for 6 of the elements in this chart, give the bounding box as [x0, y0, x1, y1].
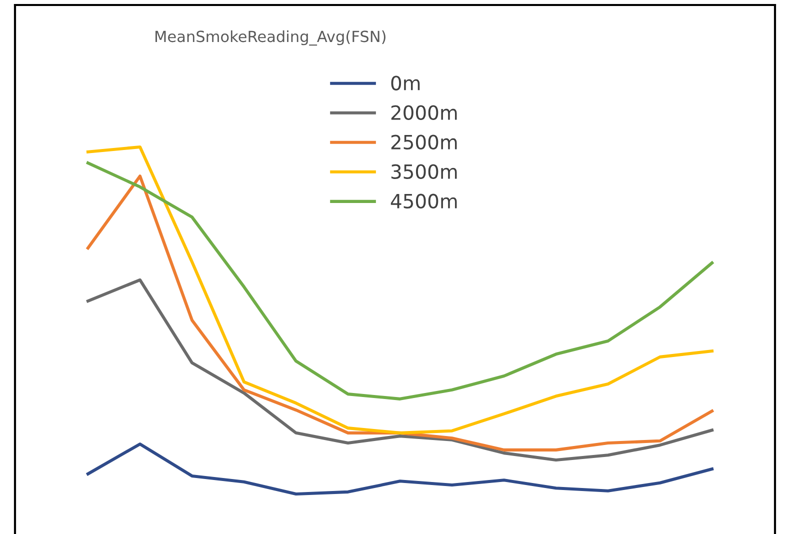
legend-label: 3500m [391, 164, 457, 179]
legend-label: 2000m [391, 105, 457, 120]
legend-label: 2500m [391, 134, 457, 150]
chart-title: MeanSmokeReading_Avg(FSN) [156, 30, 386, 46]
legend-label: 0m [391, 76, 420, 90]
legend-label: 4500m [390, 194, 457, 209]
